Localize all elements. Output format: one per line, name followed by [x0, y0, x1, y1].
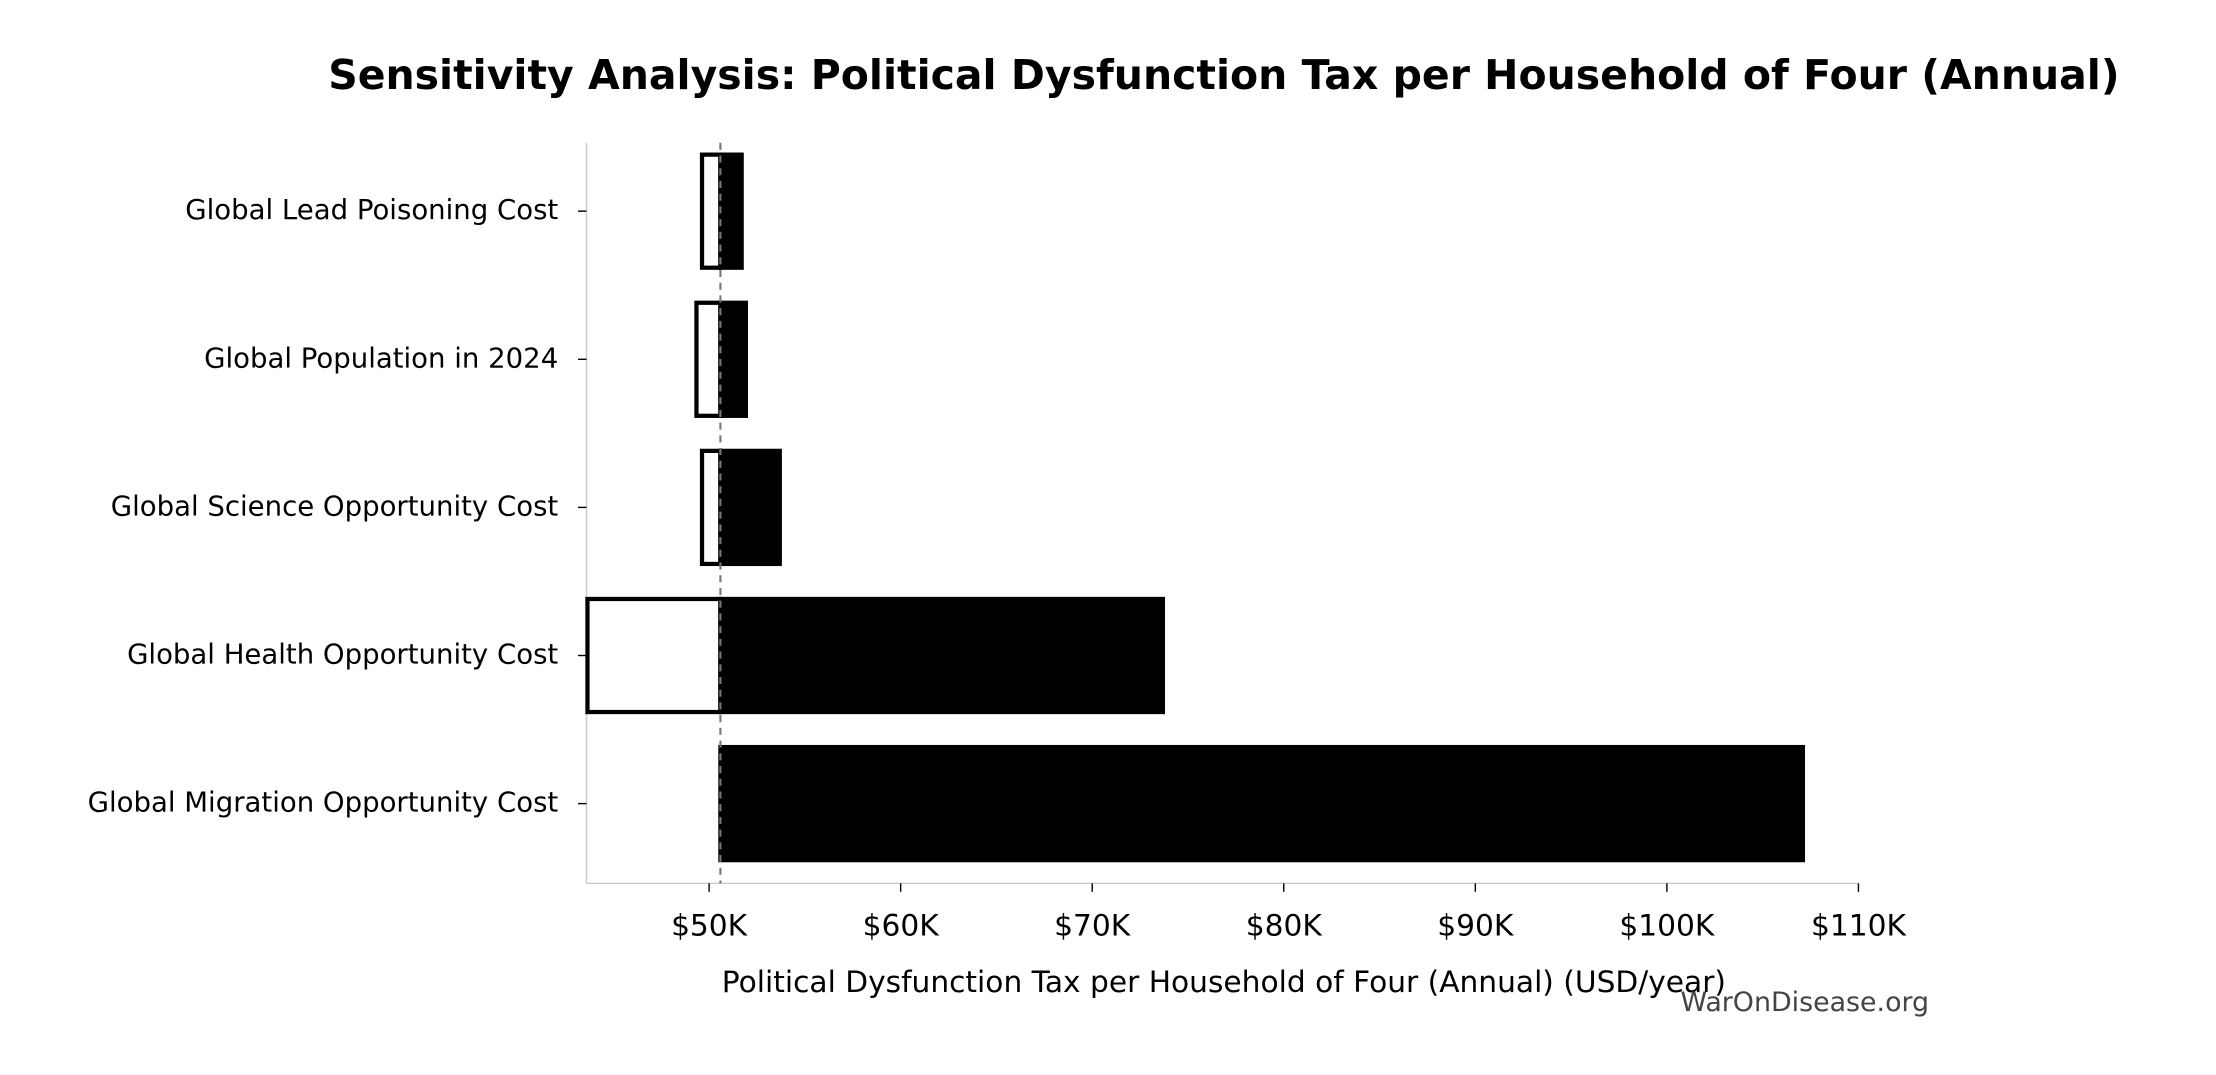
x-tick-label: $50K: [671, 908, 749, 943]
y-tick-label: Global Science Opportunity Cost: [111, 490, 559, 522]
high-bar: [718, 596, 1166, 715]
y-tick-label: Global Lead Poisoning Cost: [185, 194, 558, 226]
watermark: WarOnDisease.org: [1681, 987, 1930, 1018]
high-bar: [718, 300, 749, 418]
x-tick-label: $70K: [1054, 908, 1132, 943]
chart-title: Sensitivity Analysis: Political Dysfunct…: [328, 51, 2119, 99]
high-bar: [718, 152, 744, 270]
x-tick-label: $100K: [1619, 908, 1715, 943]
x-tick-label: $80K: [1246, 908, 1324, 943]
x-tick-label: $110K: [1811, 908, 1907, 943]
y-tick-label: Global Migration Opportunity Cost: [88, 787, 559, 819]
x-axis-label: Political Dysfunction Tax per Household …: [722, 964, 1726, 999]
high-bar: [718, 744, 1806, 863]
high-bar: [718, 448, 782, 567]
low-bar: [585, 596, 723, 715]
y-tick-label: Global Population in 2024: [204, 342, 558, 374]
low-bar: [694, 300, 723, 418]
x-tick-label: $90K: [1437, 908, 1515, 943]
x-tick-label: $60K: [863, 908, 941, 943]
low-bar: [699, 152, 723, 270]
low-bar: [699, 448, 723, 567]
y-tick-label: Global Health Opportunity Cost: [127, 639, 558, 671]
